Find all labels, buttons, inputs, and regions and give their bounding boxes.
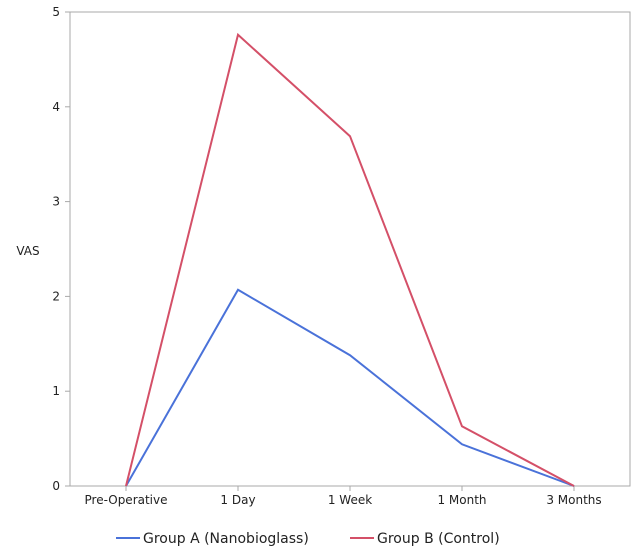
- y-tick-label: 3: [52, 195, 60, 209]
- x-tick-label: 1 Week: [328, 493, 372, 507]
- y-tick-label: 0: [52, 479, 60, 493]
- y-tick-label: 4: [52, 100, 60, 114]
- x-tick-label: 3 Months: [546, 493, 601, 507]
- y-tick-label: 1: [52, 384, 60, 398]
- plot-area-border: [69, 11, 631, 487]
- y-axis-label: VAS: [16, 244, 39, 258]
- legend: Group A (Nanobioglass) Group B (Control): [116, 531, 500, 547]
- y-axis-ticks: 0 1 2 3 4 5: [52, 5, 70, 493]
- plot-frame: [69, 11, 631, 487]
- y-tick-label: 5: [52, 5, 60, 19]
- x-tick-label: 1 Month: [437, 493, 486, 507]
- y-tick-label: 2: [52, 289, 60, 303]
- legend-label: Group A (Nanobioglass): [143, 531, 309, 547]
- series-line-group-a: [125, 288, 575, 487]
- x-axis-ticks: Pre-Operative 1 Day 1 Week 1 Month 3 Months: [85, 486, 602, 507]
- x-tick-label: 1 Day: [220, 493, 255, 507]
- series-line-group-b: [125, 32, 575, 487]
- series-lines: [125, 32, 575, 487]
- legend-label: Group B (Control): [377, 531, 500, 547]
- x-tick-label: Pre-Operative: [85, 493, 168, 507]
